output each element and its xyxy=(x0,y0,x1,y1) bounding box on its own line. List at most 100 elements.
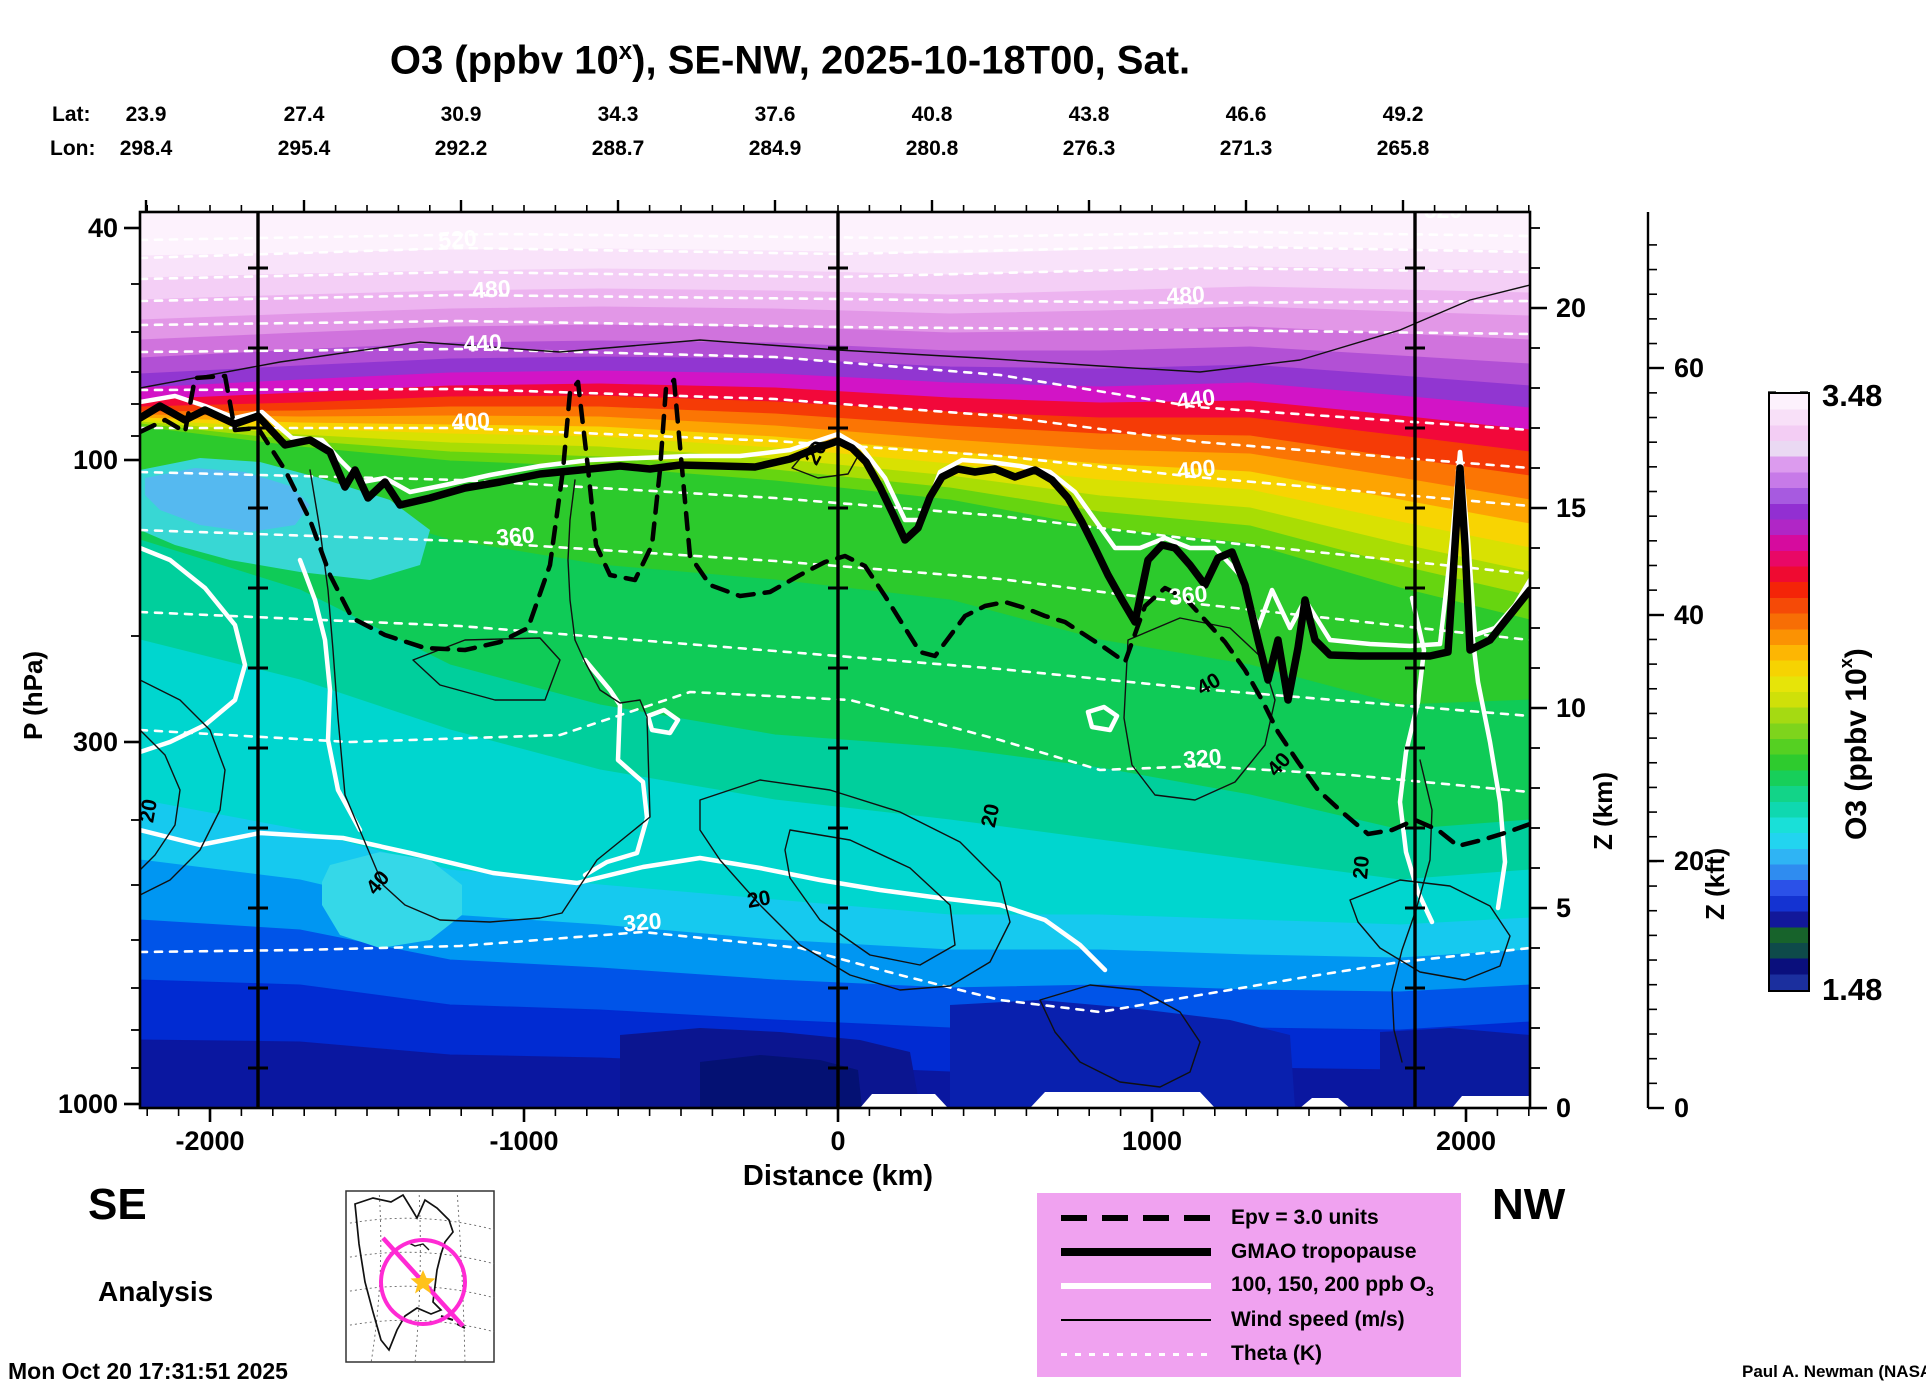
lat-value: 27.4 xyxy=(283,103,325,126)
wind-contour-line xyxy=(1123,617,1276,801)
zkft-tick-label: 60 xyxy=(1674,353,1704,383)
theta-contour-line xyxy=(140,387,1530,470)
x-axis-title: Distance (km) xyxy=(742,1160,934,1192)
map-range-circle xyxy=(379,1238,467,1326)
o3w-contour-line xyxy=(1085,704,1120,733)
lon-value: 280.8 xyxy=(905,137,959,160)
epv-contour-line xyxy=(140,373,1530,849)
theta-contour-line xyxy=(140,347,1530,432)
o3w-contour-line xyxy=(140,827,1108,973)
wind-contour-line xyxy=(140,729,181,871)
o3w-contour-line xyxy=(140,393,1530,649)
pressure-tick-label: 1000 xyxy=(58,1089,118,1119)
legend-label: Wind speed (m/s) xyxy=(1231,1308,1405,1331)
wind-contour-line xyxy=(140,284,1530,389)
se-endpoint-label: SE xyxy=(88,1180,147,1229)
x-tick-label: -1000 xyxy=(489,1126,558,1156)
lon-value: 276.3 xyxy=(1062,137,1116,160)
analysis-label: Analysis xyxy=(98,1276,214,1307)
credit: Paul A. Newman (NASA xyxy=(1742,1362,1926,1381)
map-great-lakes xyxy=(406,1241,430,1251)
theta-contour-line xyxy=(140,528,1530,642)
lat-value: 49.2 xyxy=(1382,103,1424,126)
theta-contour-line xyxy=(140,690,1530,794)
lon-value: 265.8 xyxy=(1376,137,1430,160)
lat-value: 34.3 xyxy=(597,103,639,126)
theta-label: 400 xyxy=(1176,454,1217,484)
legend-item: 100, 150, 200 ppb O3 xyxy=(1037,1269,1461,1303)
lon-value: 271.3 xyxy=(1219,137,1273,160)
zkft-tick-label: 0 xyxy=(1674,1093,1689,1123)
legend-label: Epv = 3.0 units xyxy=(1231,1206,1379,1229)
x-tick-label: 2000 xyxy=(1436,1126,1496,1156)
colorbar-title: O3 (ppbv 10x) xyxy=(1836,648,1873,840)
wind-label: 20 xyxy=(745,886,772,913)
legend-label: Theta (K) xyxy=(1231,1342,1322,1365)
colorbar xyxy=(1768,392,1810,992)
wind-contour-line xyxy=(140,679,226,896)
wind-contour-line xyxy=(1349,879,1511,981)
timestamp: Mon Oct 20 17:31:51 2025 xyxy=(8,1358,288,1384)
x-tick-label: 0 xyxy=(830,1126,845,1156)
map-star-icon xyxy=(410,1270,436,1294)
theta-contour-line xyxy=(140,930,1530,1014)
wind-contour-line xyxy=(784,829,956,966)
zkm-tick-label: 15 xyxy=(1556,493,1586,523)
theta-label: 480 xyxy=(1166,281,1206,309)
legend-thick-black-line-sample xyxy=(1061,1248,1211,1256)
legend-item: Theta (K) xyxy=(1037,1337,1461,1371)
wind-label: 20 xyxy=(977,802,1004,830)
lon-row-label: Lon: xyxy=(50,137,96,160)
theta-label: 520 xyxy=(1424,197,1462,223)
legend-item: GMAO tropopause xyxy=(1037,1235,1461,1269)
pressure-tick-label: 300 xyxy=(73,727,118,757)
lat-value: 43.8 xyxy=(1068,103,1110,126)
lat-value: 30.9 xyxy=(440,103,482,126)
theta-contour-line xyxy=(140,230,1530,242)
theta-label: 320 xyxy=(1182,743,1222,772)
lon-value: 295.4 xyxy=(277,137,331,160)
wind-contour-line xyxy=(412,637,561,701)
theta-label: 360 xyxy=(1168,580,1209,610)
zkft-tick-label: 20 xyxy=(1674,846,1704,876)
zkm-tick-label: 5 xyxy=(1556,893,1571,923)
theta-label: 440 xyxy=(1175,384,1217,415)
x-tick-label: 1000 xyxy=(1122,1126,1182,1156)
legend-thick-white-line-sample xyxy=(1061,1283,1211,1289)
theta-label: 400 xyxy=(451,407,490,434)
theta-label: 360 xyxy=(495,521,535,550)
legend-item: Epv = 3.0 units xyxy=(1037,1201,1461,1235)
zkm-tick-label: 10 xyxy=(1556,693,1586,723)
legend-thin-black-line-sample xyxy=(1061,1319,1211,1321)
zkm-tick-label: 20 xyxy=(1556,293,1586,323)
legend-item: Wind speed (m/s) xyxy=(1037,1303,1461,1337)
colorbar-min-label: 1.48 xyxy=(1822,972,1883,1007)
theta-label: 480 xyxy=(471,275,511,304)
zkft-tick-label: 40 xyxy=(1674,600,1704,630)
theta-contour-line xyxy=(140,610,1530,718)
lon-value: 298.4 xyxy=(119,137,173,160)
colorbar-max-label: 3.48 xyxy=(1822,378,1883,413)
lat-value: 37.6 xyxy=(754,103,796,126)
zkm-axis-title: Z (km) xyxy=(1588,772,1618,850)
page-title: O3 (ppbv 10x), SE-NW, 2025-10-18T00, Sat… xyxy=(389,38,1191,83)
lat-value: 40.8 xyxy=(911,103,953,126)
wind-label: 20 xyxy=(135,797,162,824)
theta-contour-line xyxy=(140,470,1530,576)
wind-contour-line xyxy=(309,469,651,923)
theta-contour-line xyxy=(140,426,1530,508)
o3w-contour-line xyxy=(645,707,681,736)
trop-contour-line xyxy=(140,402,1530,704)
wind-contour-line xyxy=(1039,984,1201,1088)
pressure-axis-title: P (hPa) xyxy=(18,650,48,740)
o3w-contour-line xyxy=(582,657,650,878)
wind-contour-line xyxy=(1391,759,1433,1063)
o3w-contour-line xyxy=(140,545,248,755)
theta-label: 440 xyxy=(463,329,503,357)
map-coastline xyxy=(354,1193,454,1352)
theta-label: 520 xyxy=(437,225,477,254)
lon-value: 292.2 xyxy=(434,137,488,160)
